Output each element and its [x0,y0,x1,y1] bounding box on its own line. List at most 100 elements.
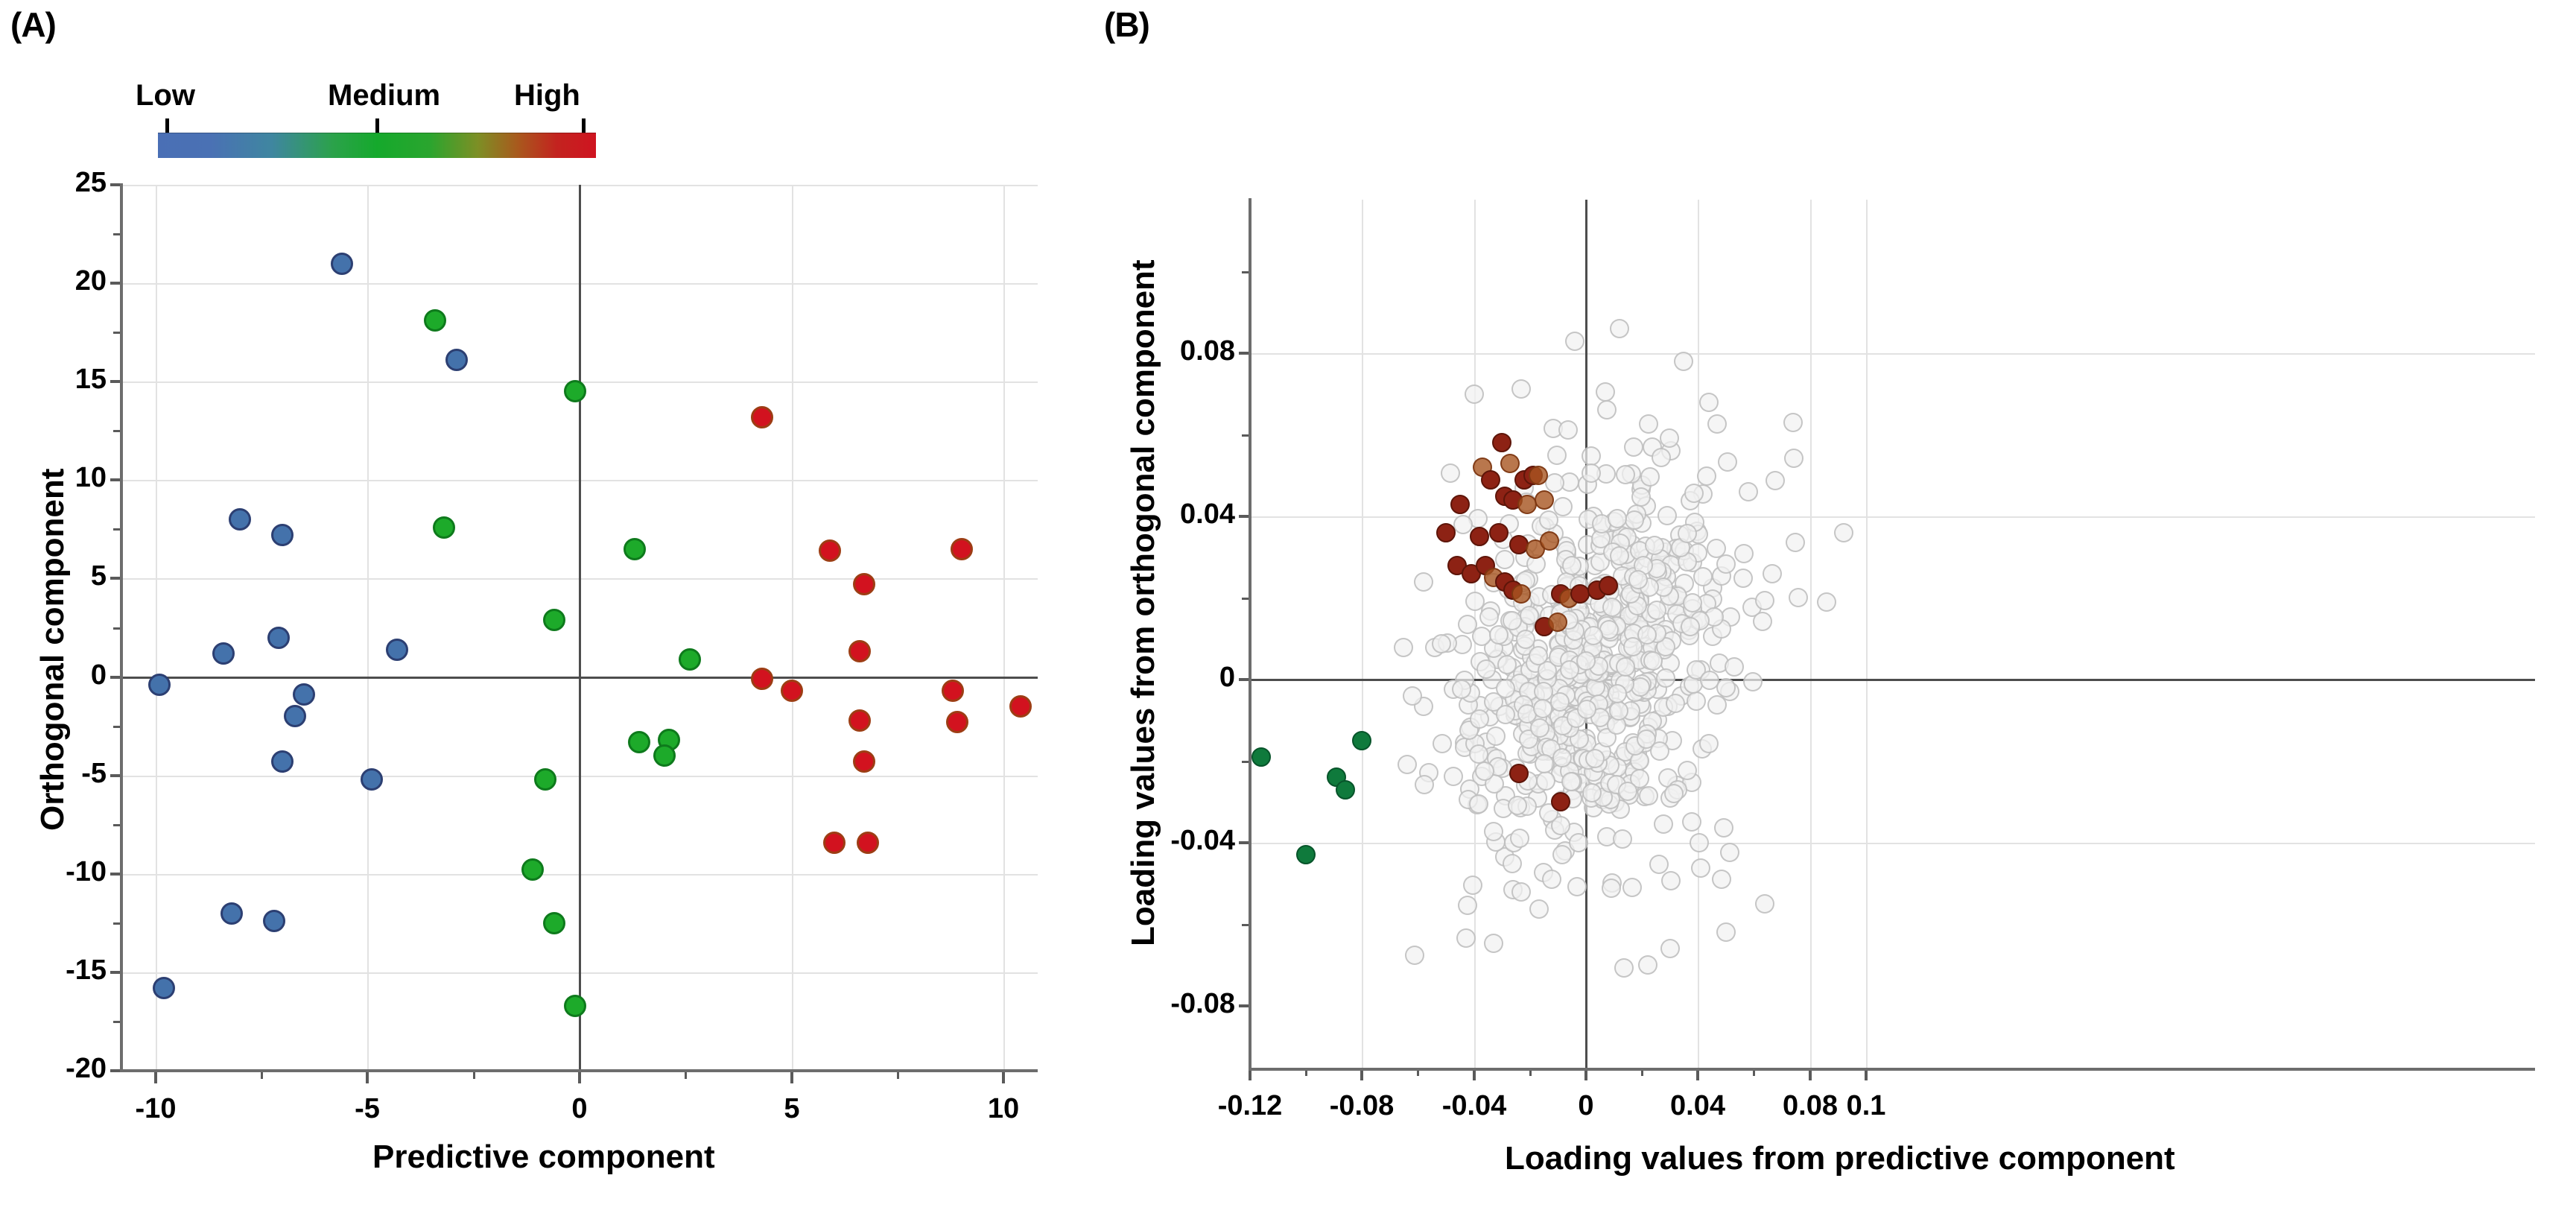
panel-a-point-low [360,767,383,791]
panel-a-gridline-v [792,185,793,1071]
panel-a-point-high [848,640,871,663]
panel-b-gridline-h [1250,516,2535,518]
panel-a-point-low [386,638,409,661]
panel-a-point-medium [424,309,447,332]
panel-b-point-pc [1436,522,1456,542]
panel-b-point-background [1494,550,1514,570]
panel-b-point-background [1433,733,1453,753]
panel-b-y-minor-tick [1242,434,1250,437]
panel-b-point-background [1444,766,1464,786]
panel-b-point-background [1441,463,1461,483]
panel-a-y-ticklabel: 15 [74,364,107,395]
panel-a-point-low [292,683,315,706]
panel-b-point-background [1549,691,1570,712]
panel-a-y-minor-tick [113,528,121,531]
panel-a-y-tick [110,873,123,876]
panel-b-point-background [1535,753,1555,773]
panel-b-point-background [1699,392,1719,412]
panel-a-point-low [212,642,235,665]
panel-a-point-low [229,508,252,531]
panel-b-gridline-h [1250,843,2535,844]
panel-b-point-background [1785,532,1805,552]
panel-b-point-background [1733,568,1754,588]
panel-a-y-tick [110,183,123,186]
panel-b-point-background [1660,428,1680,448]
panel-b-point-background [1609,319,1629,339]
panel-b-point-background [1657,505,1678,525]
panel-b-point-background [1612,829,1632,849]
panel-a-point-high [750,405,773,428]
panel-a-gridline-v [156,185,157,1071]
panel-b-x-ticklabel: 0.04 [1670,1090,1725,1121]
panel-b-point-background [1677,551,1697,572]
panel-b-x-tick [1249,1068,1251,1080]
panel-b-x-minor-tick [1753,1068,1755,1076]
panel-b-x-ticklabel: 0.08 [1783,1090,1838,1121]
colorbar-tick-high [582,118,586,133]
panel-b-point-background [1511,379,1531,399]
panel-a-x-minor-tick [261,1071,263,1079]
panel-a-point-high [750,668,773,691]
panel-b-point-background [1628,570,1649,590]
panel-b-gridline-h [1250,353,2535,355]
panel-b-point-background [1697,466,1717,486]
panel-b-point-background [1742,672,1763,692]
panel-a: (A) Low Medium High -20 -15 -10 -5 0 5 10 15 20 2… [0,0,1088,1222]
panel-b-point-background [1753,612,1773,632]
panel-b-point-background [1690,833,1710,853]
panel-b-point-background [1714,818,1734,838]
panel-b-point-background [1511,882,1531,902]
panel-a-y-minor-tick [113,233,121,235]
panel-b-point-background [1684,483,1704,503]
panel-b-point-background [1682,812,1702,832]
panel-b-point-background [1552,845,1572,865]
panel-a-x-ticklabel: -5 [355,1093,380,1124]
panel-b-point-background [1631,487,1652,507]
panel-b-gridline-v [1362,200,1363,1068]
panel-b-point-background [1568,832,1588,852]
panel-a-point-high [950,537,973,560]
panel-a-x-ticklabel: -10 [135,1093,177,1124]
panel-b-point-background [1690,858,1710,878]
panel-b-x-ticklabel: -0.08 [1329,1090,1395,1121]
panel-b-point-background [1734,543,1754,563]
panel-b-point-background [1469,744,1489,764]
panel-a-point-medium [627,730,650,753]
panel-b-x-tick [1473,1068,1476,1080]
panel-b-point-background [1698,734,1719,754]
panel-b: (B) -0.08 -0.04 0 0.04 0.08 -0.12 -0.08 -0.04 0 0… [1088,0,2576,1222]
panel-b-point-background [1541,869,1561,889]
panel-b-point-background [1646,600,1666,620]
panel-a-point-low [331,252,354,275]
panel-b-point-background [1638,786,1658,806]
panel-a-point-medium [564,994,587,1017]
panel-b-x-minor-tick [1417,1068,1419,1076]
colorbar-label-medium: Medium [328,79,441,112]
panel-b-point-background [1479,607,1499,627]
panel-a-y-spine [120,183,123,1072]
panel-b-point-background [1560,660,1580,680]
panel-b-point-background [1394,637,1414,657]
panel-a-point-medium [653,744,676,767]
panel-b-point-background [1653,814,1673,834]
panel-b-point-background [1615,464,1635,484]
panel-a-point-medium [542,911,565,934]
panel-b-point-background [1529,899,1549,919]
panel-a-y-ticklabel: -10 [66,856,107,887]
panel-b-point-background [1577,699,1597,719]
panel-b-point-background [1576,650,1596,671]
panel-b-point-pc [1548,612,1568,633]
panel-a-y-ticklabel: 10 [74,462,107,493]
panel-b-x-minor-tick [1641,1068,1643,1076]
panel-a-x-minor-tick [473,1071,475,1079]
panel-a-y-tick [110,282,123,285]
panel-b-point-background [1597,400,1617,420]
panel-b-y-ticklabel: 0.08 [1180,335,1235,367]
panel-b-point-background [1538,510,1558,531]
panel-b-x-ticklabel: -0.04 [1441,1090,1507,1121]
panel-b-point-background [1503,854,1523,874]
panel-a-x-tick [1002,1071,1005,1083]
panel-a-point-medium [564,380,587,403]
panel-a-x-tick [154,1071,157,1083]
panel-b-point-background [1609,545,1629,566]
